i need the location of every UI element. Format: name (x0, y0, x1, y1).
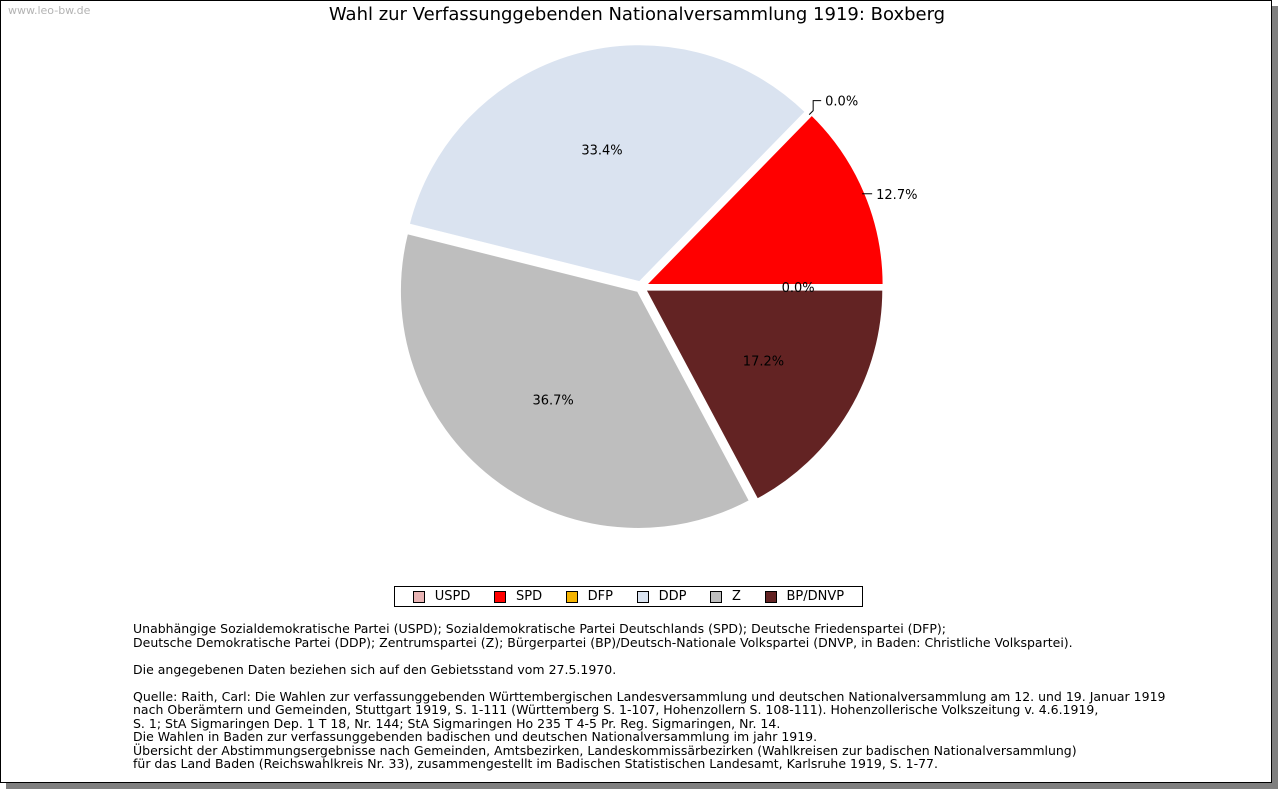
data-label: 33.4% (581, 144, 622, 159)
pie-slice-z (398, 231, 752, 530)
legend-swatch (565, 590, 578, 603)
data-label: 0.0% (782, 281, 815, 296)
note-line: Unabhängige Sozialdemokratische Partei (… (133, 621, 946, 636)
source-line: Übersicht der Abstimmungsergebnisse nach… (133, 742, 1077, 758)
source-line: für das Land Baden (Reichswahlkreis Nr. … (133, 756, 938, 771)
watermark: www.leo-bw.de (8, 4, 91, 17)
legend-item-spd: SPD (493, 589, 543, 604)
legend-swatch (764, 590, 777, 603)
legend-swatch (710, 590, 723, 603)
source-line: nach Oberämtern und Gemeinden, Stuttgart… (133, 702, 1099, 717)
source-line: Die Wahlen in Baden zur verfassunggebend… (133, 729, 818, 744)
legend-item-bp-dnvp: BP/DNVP (764, 589, 845, 604)
data-label: 36.7% (532, 394, 573, 409)
legend: USPD SPD DFP DDP Z BP/DNVP (394, 586, 863, 607)
legend-item-uspd: USPD (412, 589, 471, 604)
legend-swatch (493, 590, 506, 603)
legend-item-z: Z (710, 589, 741, 604)
leader-line (808, 100, 822, 115)
source-line: Quelle: Raith, Carl: Die Wahlen zur verf… (133, 688, 1166, 704)
legend-item-ddp: DDP (636, 589, 687, 604)
pie-slice-spd (643, 113, 885, 287)
legend-swatch (412, 590, 425, 603)
note-line: Die angegebenen Daten beziehen sich auf … (133, 661, 617, 677)
legend-label: SPD (515, 589, 543, 604)
data-label: 17.2% (743, 354, 784, 369)
legend-item-dfp: DFP (565, 589, 613, 604)
note-line: Deutsche Demokratische Partei (DDP); Zen… (133, 634, 1073, 650)
pie-slice-bp-dnvp (643, 288, 885, 501)
legend-swatch (636, 590, 649, 603)
legend-label: DFP (587, 589, 613, 604)
legend-label: DDP (658, 589, 687, 604)
legend-label: USPD (434, 589, 471, 604)
pie-slice-ddp (407, 43, 808, 284)
chart-title: Wahl zur Verfassunggebenden Nationalvers… (328, 4, 946, 25)
pie-chart: 0.0% 12.7% 0.0% 33.4% 36.7% 17.2% (398, 43, 917, 530)
data-label: 12.7% (876, 188, 917, 203)
data-label: 0.0% (825, 95, 858, 110)
legend-label: BP/DNVP (786, 589, 845, 604)
legend-label: Z (732, 589, 741, 604)
notes: Unabhängige Sozialdemokratische Partei (… (133, 622, 1233, 771)
source-line: S. 1; StA Sigmaringen Dep. 1 T 18, Nr. 1… (133, 715, 781, 731)
